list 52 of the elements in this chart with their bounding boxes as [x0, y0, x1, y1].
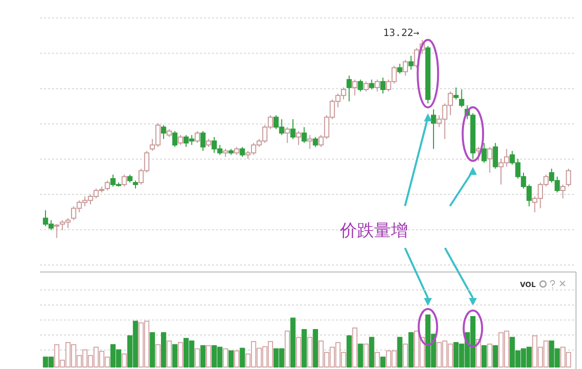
bar: [358, 344, 364, 368]
candlestick: [302, 126, 307, 144]
candlestick: [296, 130, 302, 146]
candlestick: [397, 63, 402, 74]
bar: [160, 332, 166, 368]
candlestick: [307, 134, 312, 150]
bar: [228, 350, 234, 368]
bar: [240, 348, 245, 368]
candlestick: [560, 184, 566, 199]
candlestick: [430, 108, 436, 150]
candlestick: [374, 79, 380, 92]
text: 13.22→: [383, 28, 420, 39]
candlestick: [172, 130, 178, 148]
candlestick: [284, 126, 290, 144]
bar: [312, 329, 318, 368]
candlestick: [194, 130, 200, 144]
candlestick: [290, 118, 296, 140]
candlestick: [104, 180, 110, 191]
candlestick: [352, 79, 358, 96]
candlestick: [492, 142, 498, 170]
candlestick: [459, 89, 464, 108]
bar: [380, 356, 386, 368]
candlestick: [487, 146, 492, 174]
candlestick: [358, 79, 364, 92]
bar: [150, 332, 155, 368]
candlestick: [200, 130, 206, 152]
candlestick: [566, 168, 572, 188]
bar: [200, 345, 206, 368]
candlestick: [380, 77, 386, 94]
bar: [482, 345, 487, 368]
bar: [369, 336, 374, 368]
candlestick: [122, 174, 127, 188]
bar: [172, 344, 178, 368]
candlestick: [363, 81, 369, 92]
bar: [346, 335, 352, 368]
candlestick: [369, 79, 374, 90]
candlestick: [453, 87, 459, 100]
candlestick: [408, 55, 414, 70]
bar: [492, 345, 498, 368]
bar: [397, 336, 402, 368]
candlestick: [160, 124, 166, 140]
candlestick: [54, 224, 60, 238]
candlestick: [178, 134, 184, 146]
bar: [302, 329, 307, 368]
bar: [408, 332, 414, 368]
annotation: 价跌量增: [339, 221, 408, 241]
candlestick: [346, 75, 352, 102]
candlestick: [482, 142, 487, 164]
candlestick: [402, 59, 408, 76]
bar: [290, 318, 296, 368]
candlestick: [312, 136, 318, 148]
candlestick: [240, 146, 245, 158]
